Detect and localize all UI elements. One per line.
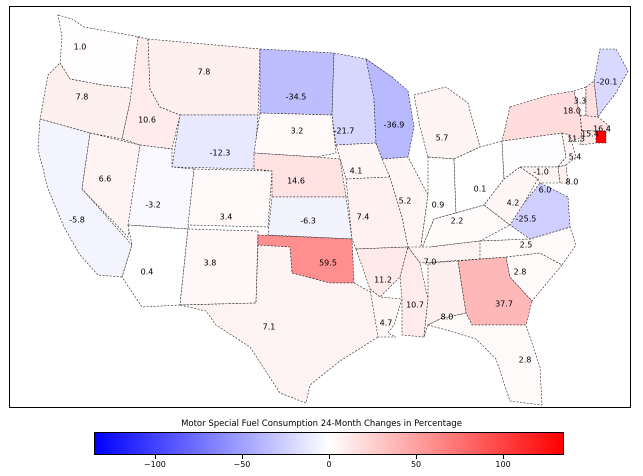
state-label-ky: 2.2	[451, 217, 464, 226]
state-label-ca: -5.8	[69, 216, 85, 225]
map-frame: 1.0 7.8 -5.8 6.6 10.6 7.8 -12.3 -3.2 0.4 3.4 3.8 -3…	[9, 6, 631, 408]
state-ar	[355, 246, 409, 298]
state-va	[483, 182, 571, 240]
state-md	[519, 166, 561, 184]
state-ma	[579, 114, 609, 132]
state-nm	[179, 228, 259, 306]
colorbar	[94, 432, 564, 455]
colorbar-tick-label: −50	[233, 460, 251, 469]
state-mt	[147, 38, 261, 116]
state-label-co: 3.4	[220, 213, 233, 222]
state-wa	[57, 14, 141, 90]
state-ca	[37, 118, 133, 278]
state-or	[39, 62, 139, 140]
state-label-nv: 6.6	[99, 175, 112, 184]
state-label-md: 6.0	[539, 186, 552, 195]
state-label-al: 8.0	[441, 313, 454, 322]
state-label-ut: -3.2	[145, 201, 161, 210]
state-ms	[399, 246, 429, 338]
state-label-fl: 2.8	[519, 356, 532, 365]
state-label-wa: 1.0	[74, 43, 87, 52]
us-states-map: 1.0 7.8 -5.8 6.6 10.6 7.8 -12.3 -3.2 0.4 3.4 3.8 -3…	[37, 14, 629, 406]
colorbar-tick-label: 0	[326, 460, 332, 469]
state-label-mi: 5.7	[436, 134, 449, 143]
colorbar-tick-label: −100	[143, 460, 166, 469]
state-wy	[171, 114, 259, 170]
state-label-in: 0.9	[432, 201, 445, 210]
colorbar-tick-label: 100	[495, 460, 511, 469]
colorbar-tick	[503, 455, 505, 459]
state-label-mn: -21.7	[334, 127, 355, 136]
state-tx	[179, 244, 381, 404]
state-wv	[483, 166, 539, 226]
state-label-nh: 16.4	[593, 125, 611, 134]
state-label-vt: 3.3	[574, 97, 587, 106]
state-label-tx: 7.1	[263, 323, 276, 332]
state-label-nd: -34.5	[286, 93, 307, 102]
state-co	[187, 168, 273, 228]
colorbar-tick-label: 50	[410, 460, 422, 469]
state-label-me: -20.1	[597, 78, 618, 87]
state-nv	[81, 132, 141, 238]
state-ok	[257, 234, 355, 284]
state-label-mt: 7.8	[198, 68, 211, 77]
state-me	[593, 48, 629, 118]
state-label-ms: 10.7	[406, 301, 424, 310]
state-label-oh: 0.1	[474, 185, 487, 194]
state-az	[121, 224, 189, 308]
state-ga	[457, 256, 533, 326]
state-label-ia: 4.1	[350, 167, 363, 176]
state-label-il: 5.2	[399, 197, 412, 206]
state-label-mo: 7.4	[357, 213, 370, 222]
state-label-ma: 15.4	[581, 130, 599, 139]
state-label-az: 0.4	[141, 268, 154, 277]
state-label-ny: 18.0	[563, 107, 581, 116]
state-mi	[413, 86, 481, 160]
state-label-la: 4.7	[380, 319, 393, 328]
state-label-ar: 11.2	[374, 276, 392, 285]
state-label-ct: 11.3	[567, 135, 585, 144]
state-label-wv: 4.2	[507, 199, 520, 208]
state-label-de: 8.0	[566, 178, 579, 187]
state-nd	[259, 48, 335, 116]
state-label-ks: -6.3	[300, 217, 316, 226]
colorbar-tick	[329, 455, 330, 459]
state-label-tn: 7.0	[424, 258, 437, 267]
state-label-wi: -36.9	[384, 121, 405, 130]
state-label-ne: 14.6	[287, 177, 305, 186]
state-label-nc: 2.5	[520, 241, 533, 250]
state-label-id: 10.6	[138, 116, 156, 125]
colorbar-title: Motor Special Fuel Consumption 24-Month …	[181, 419, 462, 429]
colorbar-tick	[154, 455, 156, 459]
state-label-ok: 59.5	[319, 259, 337, 268]
state-label-nj: 5.4	[569, 153, 582, 162]
colorbar-tick	[241, 455, 243, 459]
state-la	[369, 288, 403, 338]
state-label-sd: 3.2	[291, 127, 304, 136]
state-label-wy: -12.3	[210, 149, 231, 158]
colorbar-tick	[416, 455, 418, 459]
state-ct	[579, 130, 597, 146]
state-sd	[253, 112, 337, 158]
state-label-sc: 2.8	[514, 268, 527, 277]
state-label-or: 7.8	[76, 93, 89, 102]
state-fl	[427, 312, 543, 406]
state-label-nm: 3.8	[204, 259, 217, 268]
state-label-pa: -1.0	[533, 168, 549, 177]
state-label-va: -25.5	[516, 215, 537, 224]
state-label-ga: 37.7	[495, 300, 513, 309]
